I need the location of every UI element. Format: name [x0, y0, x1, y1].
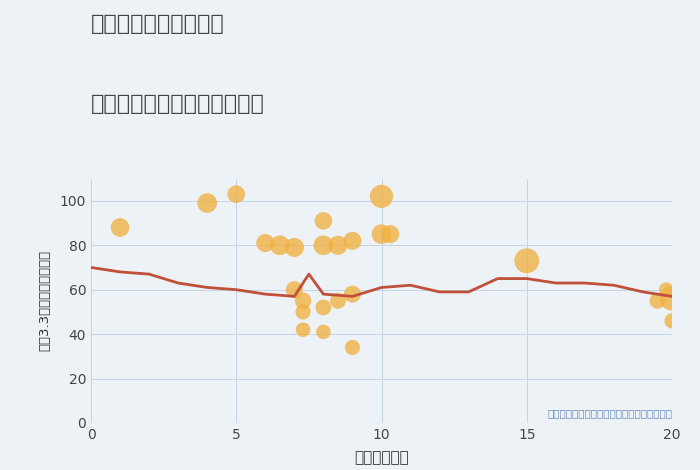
X-axis label: 駅距離（分）: 駅距離（分）	[354, 450, 409, 465]
Point	[289, 244, 300, 251]
Point	[652, 297, 663, 305]
Point	[376, 193, 387, 200]
Text: 駅距離別中古マンション価格: 駅距離別中古マンション価格	[91, 94, 265, 114]
Point	[318, 328, 329, 336]
Point	[666, 295, 678, 302]
Point	[346, 290, 358, 298]
Point	[231, 190, 242, 198]
Point	[384, 230, 395, 238]
Point	[202, 199, 213, 207]
Point	[298, 297, 309, 305]
Point	[298, 308, 309, 316]
Text: 三重県松阪市深長町の: 三重県松阪市深長町の	[91, 14, 225, 34]
Text: 円の大きさは、取引のあった物件面積を示す: 円の大きさは、取引のあった物件面積を示す	[547, 408, 672, 419]
Point	[521, 257, 532, 265]
Point	[318, 242, 329, 249]
Point	[666, 317, 678, 325]
Point	[332, 242, 344, 249]
Point	[346, 344, 358, 351]
Point	[274, 242, 286, 249]
Point	[289, 286, 300, 293]
Point	[661, 286, 672, 293]
Point	[318, 304, 329, 311]
Point	[376, 230, 387, 238]
Point	[298, 326, 309, 333]
Y-axis label: 平（3.3㎡）単価（万円）: 平（3.3㎡）単価（万円）	[38, 250, 51, 352]
Point	[346, 237, 358, 244]
Point	[114, 224, 126, 231]
Point	[260, 239, 271, 247]
Point	[318, 217, 329, 225]
Point	[332, 297, 344, 305]
